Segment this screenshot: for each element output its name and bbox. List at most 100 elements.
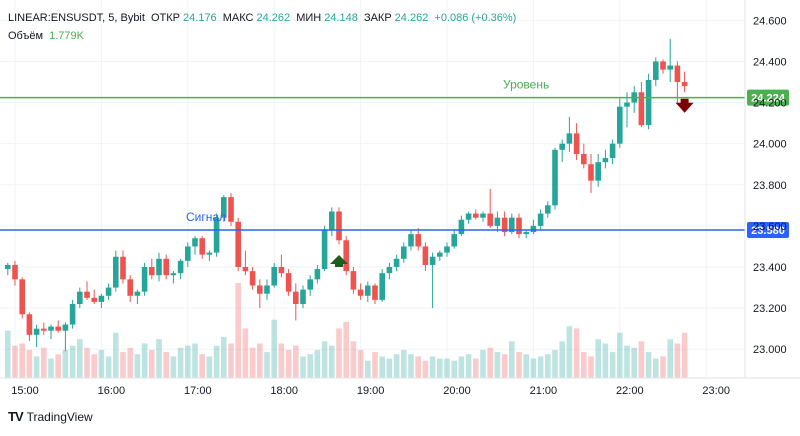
low-label: МИН	[296, 12, 322, 24]
candle-body	[278, 267, 285, 274]
candles	[5, 38, 688, 352]
volume-bar	[221, 336, 227, 378]
price-tick-label: 24.000	[753, 139, 787, 151]
volume-bar	[372, 352, 378, 378]
volume-bar	[134, 354, 141, 378]
price-label-text: 24.224	[751, 93, 786, 105]
candle-body	[19, 279, 25, 315]
candle-body	[84, 291, 90, 298]
candle-body	[451, 234, 457, 247]
volume-value: 1.779K	[49, 30, 84, 42]
candle-body	[393, 258, 400, 267]
volume-bar	[393, 354, 400, 378]
candle-body	[127, 279, 133, 296]
open-value: 24.176	[183, 12, 217, 24]
price-tick-label: 23.000	[753, 344, 787, 356]
volume-bar	[343, 321, 349, 378]
volume-bar	[429, 356, 436, 378]
volume-bar	[480, 349, 486, 378]
candle-body	[545, 205, 551, 214]
candle-body	[595, 162, 601, 181]
grid	[0, 0, 745, 378]
candle-body	[98, 295, 105, 302]
candle-body	[163, 258, 169, 276]
candle-body	[48, 326, 54, 331]
volume-bar	[127, 347, 133, 378]
volume-bar	[177, 347, 184, 378]
volume-bar	[573, 328, 580, 378]
candle-body	[667, 65, 673, 70]
volume-bar	[451, 360, 457, 378]
arrow-up-icon	[330, 255, 348, 267]
volume-bar	[681, 332, 688, 378]
candle-body	[12, 264, 18, 280]
candle-body	[401, 246, 407, 259]
candle-body	[271, 267, 277, 286]
volume-bar	[242, 328, 249, 378]
symbol-label[interactable]: LINEAR:ENSUSDT, 5, Bybit	[8, 12, 145, 24]
candle-body	[300, 289, 306, 304]
volume-bar	[350, 341, 357, 378]
volume-bar	[285, 349, 292, 378]
volume-bar	[458, 356, 465, 378]
time-tick-label: 20:00	[443, 385, 471, 397]
candle-body	[242, 267, 249, 272]
candle-body	[415, 234, 421, 247]
horizontal-line-label: Уровень	[503, 78, 549, 92]
candle-body	[156, 258, 162, 276]
horizontal-lines[interactable]: Уровень Сигнал	[0, 78, 745, 231]
candle-body	[33, 328, 40, 335]
volume-bar	[357, 349, 364, 378]
volume-bar	[293, 345, 299, 378]
candle-body	[228, 197, 234, 222]
candle-body	[55, 326, 61, 331]
volume-bar	[33, 356, 40, 378]
volume-bar	[228, 343, 234, 378]
candle-body	[480, 213, 486, 218]
candle-body	[134, 291, 141, 296]
volume-bar	[444, 358, 450, 378]
candle-body	[429, 256, 436, 265]
price-tick-label: 24.600	[753, 15, 787, 27]
tradingview-logo[interactable]: TV TradingView	[8, 409, 93, 424]
volume-bar	[408, 354, 414, 378]
volume-bar	[365, 360, 371, 378]
candle-body	[379, 273, 385, 300]
candle-body	[314, 269, 321, 280]
time-tick-label: 18:00	[270, 385, 298, 397]
price-tick-label: 23.400	[753, 262, 787, 274]
volume-bar	[465, 354, 472, 378]
volume-bar	[509, 341, 515, 378]
axes: 24.224 23.580 23.000 23.200 23.400 23.600 23.8…	[0, 0, 800, 397]
price-tick-label: 23.600	[753, 221, 787, 233]
candle-body	[530, 225, 537, 233]
candle-body	[552, 149, 558, 206]
time-tick-label: 21:00	[530, 385, 558, 397]
volume-bar	[595, 339, 601, 378]
high-value: 24.262	[256, 12, 291, 24]
candle-body	[365, 285, 371, 296]
volume-bar	[69, 345, 76, 378]
candle-body	[105, 287, 112, 296]
horizontal-line-label: Сигнал	[186, 210, 226, 224]
volume-bar	[523, 354, 529, 378]
candle-body	[422, 246, 429, 265]
candle-body	[62, 324, 69, 331]
candle-body	[177, 260, 184, 274]
volume-bar	[336, 328, 342, 378]
candle-body	[559, 143, 565, 150]
volume-bar	[660, 356, 666, 378]
volume-bar	[537, 356, 544, 378]
volume-bar	[386, 358, 393, 378]
candle-body	[674, 65, 681, 82]
candle-body	[149, 267, 155, 276]
volume-bar	[674, 343, 681, 378]
volume-bar	[617, 332, 623, 378]
candle-body	[199, 238, 205, 255]
volume-bar	[473, 358, 479, 378]
volume-bars	[5, 283, 688, 378]
volume-bar	[55, 354, 61, 378]
candle-body	[372, 285, 378, 300]
